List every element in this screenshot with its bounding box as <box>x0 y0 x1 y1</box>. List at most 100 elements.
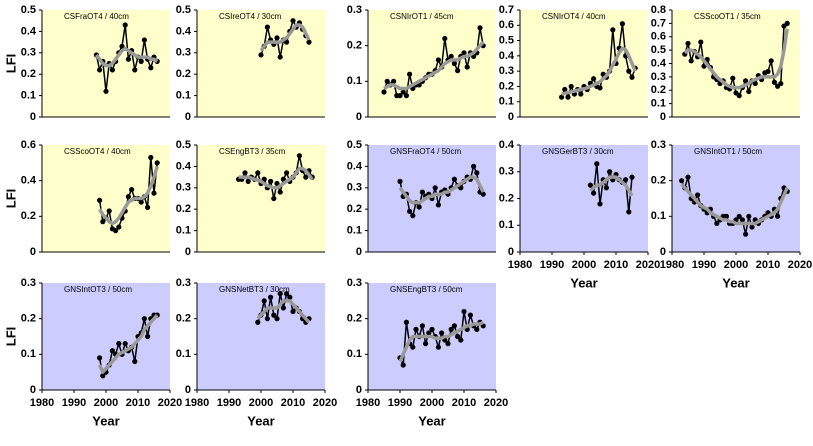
data-point <box>410 213 416 219</box>
data-point <box>688 58 694 64</box>
panel-title: GNSIntOT3 / 50cm <box>64 285 132 294</box>
y-axis-label: LFI <box>3 54 18 74</box>
data-point <box>154 160 160 166</box>
data-point <box>685 174 691 180</box>
data-point <box>397 178 403 184</box>
data-point <box>284 291 290 297</box>
y-tick-label: 0.6 <box>651 31 666 43</box>
data-point <box>274 180 280 187</box>
y-tick-label: 0.4 <box>21 175 37 187</box>
data-point <box>400 362 406 368</box>
data-point <box>480 191 486 197</box>
panel-title: CSFraOT4 / 40cm <box>64 12 129 21</box>
data-point <box>284 170 290 176</box>
y-tick-label: 0.1 <box>347 75 362 87</box>
data-point <box>264 24 270 30</box>
data-point <box>565 94 571 100</box>
y-tick-label: 0.2 <box>21 210 36 222</box>
y-axis-label: LFI <box>3 189 18 209</box>
data-point <box>455 68 461 74</box>
data-point <box>255 170 261 176</box>
smoothed-line <box>561 46 637 96</box>
plot-background <box>520 145 648 252</box>
data-point <box>280 305 286 311</box>
data-point <box>306 39 312 45</box>
data-point <box>736 93 742 99</box>
panel-title: GNSNetBT3 / 30cm <box>219 285 290 294</box>
data-point <box>461 308 467 315</box>
data-point <box>287 294 293 300</box>
y-tick-label: 0.2 <box>176 203 191 215</box>
y-tick-label: 0.6 <box>499 19 514 31</box>
plot-background <box>197 283 325 390</box>
panel: 0 0.1 0.2 0.3 0.4 0.5 CSFraOT4 / 40cm LFI <box>3 4 170 123</box>
y-tick-label: 0.5 <box>347 139 362 151</box>
y-tick-label: 0.3 <box>176 47 191 59</box>
x-tick-label: 2000 <box>724 259 748 271</box>
panel: 0 0.1 0.2 0.3 1980 1990 2000 2010 2020 GNSNetBT3 … <box>176 277 338 429</box>
y-tick-label: 0 <box>185 246 191 258</box>
data-point <box>445 341 451 347</box>
y-tick-label: 0.3 <box>499 166 514 178</box>
x-tick-label: 2010 <box>126 397 150 409</box>
panel-title: CSScoOT1 / 35cm <box>694 12 761 21</box>
data-point <box>435 344 441 350</box>
data-point <box>619 21 626 27</box>
data-point <box>264 316 270 322</box>
y-tick-label: 0.1 <box>347 348 362 360</box>
data-point <box>290 308 296 315</box>
data-point <box>419 323 425 329</box>
data-point <box>429 326 435 332</box>
x-tick-label: 2000 <box>572 259 596 271</box>
data-point <box>730 75 736 81</box>
data-point <box>448 326 454 332</box>
data-point <box>271 195 277 202</box>
y-tick-label: 0.3 <box>651 139 666 151</box>
y-tick-label: 0.2 <box>651 84 666 96</box>
data-point <box>458 185 464 191</box>
data-point <box>607 169 613 175</box>
data-point <box>448 53 454 59</box>
data-point <box>578 91 584 97</box>
data-point <box>464 64 470 70</box>
y-tick-label: 0.2 <box>347 40 362 52</box>
data-point <box>271 312 277 318</box>
data-point <box>426 330 432 336</box>
x-tick-label: 1980 <box>185 397 209 409</box>
x-tick-label: 2010 <box>281 397 305 409</box>
data-point <box>132 67 138 73</box>
y-tick-label: 0.3 <box>347 4 362 16</box>
y-tick-label: 0 <box>660 246 666 258</box>
data-point <box>138 58 144 64</box>
data-point <box>116 341 122 347</box>
data-point <box>109 348 115 354</box>
data-point <box>461 50 467 56</box>
data-point <box>381 89 387 95</box>
data-point <box>451 60 457 67</box>
y-tick-label: 0.4 <box>21 25 37 37</box>
data-point <box>129 186 135 193</box>
data-point <box>296 153 302 159</box>
y-tick-label: 0.6 <box>21 139 36 151</box>
data-point <box>122 341 128 347</box>
y-tick-label: 0.1 <box>499 96 514 108</box>
smoothed-line <box>98 165 159 226</box>
data-point <box>629 174 635 180</box>
y-tick-label: 0.4 <box>176 25 192 37</box>
data-point <box>778 80 784 87</box>
x-tick-label: 2020 <box>484 397 508 409</box>
data-point <box>141 316 147 322</box>
panel-title: CSNIrOT4 / 40cm <box>542 12 606 21</box>
data-point <box>100 219 106 225</box>
data-point <box>768 58 774 64</box>
data-point <box>743 78 749 84</box>
y-tick-label: 0 <box>356 384 362 396</box>
data-point <box>749 224 755 230</box>
data-point <box>562 86 568 93</box>
data-point <box>597 85 603 91</box>
data-point <box>148 65 154 71</box>
data-point <box>474 170 480 176</box>
plot-background <box>520 10 648 117</box>
data-point <box>410 344 416 350</box>
y-axis-label: LFI <box>3 327 18 347</box>
